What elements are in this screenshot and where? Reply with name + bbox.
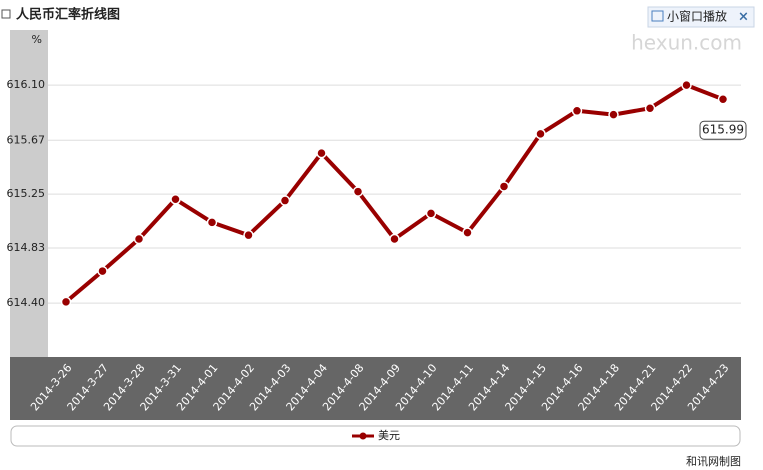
point: [243, 229, 254, 241]
point: [316, 147, 327, 159]
legend-label: 美元: [378, 429, 400, 442]
point: [60, 296, 72, 308]
y-tick-label: 614.83: [7, 241, 46, 254]
point: [644, 102, 656, 114]
point: [498, 181, 510, 192]
point: [279, 195, 291, 206]
legend: [10, 425, 741, 447]
point: [535, 128, 546, 140]
y-tick-label: 615.67: [7, 133, 46, 146]
point: [97, 265, 108, 277]
tv-icon: [651, 10, 664, 22]
y-tick-label: 614.40: [7, 296, 46, 309]
point: [571, 105, 583, 117]
popout-bar: [647, 6, 755, 28]
point: [206, 217, 218, 228]
series-line: [64, 83, 724, 304]
popout-button[interactable]: 小窗口播放: [667, 9, 727, 24]
y-tick-label: 615.25: [7, 187, 46, 200]
point: [133, 233, 145, 245]
point: [462, 227, 473, 238]
point: [170, 194, 181, 205]
x-axis-band: [10, 357, 741, 420]
close-button[interactable]: ×: [738, 10, 749, 25]
credit: 和讯网制图: [686, 455, 741, 468]
point: [681, 79, 692, 91]
watermark: hexun.com: [631, 31, 742, 55]
y-axis-strip: [10, 30, 48, 357]
point: [389, 233, 400, 245]
data-label: 615.99: [702, 123, 744, 137]
point: [608, 109, 619, 120]
y-axis-label: %: [32, 33, 42, 46]
data-label-box: [699, 120, 747, 140]
y-tick-label: 616.10: [7, 78, 46, 91]
title-icon: [1, 9, 11, 19]
point: [717, 93, 729, 105]
legend-marker: [359, 432, 367, 440]
point: [425, 208, 437, 219]
point: [352, 186, 364, 197]
chart-title: 人民币汇率折线图: [16, 7, 120, 23]
